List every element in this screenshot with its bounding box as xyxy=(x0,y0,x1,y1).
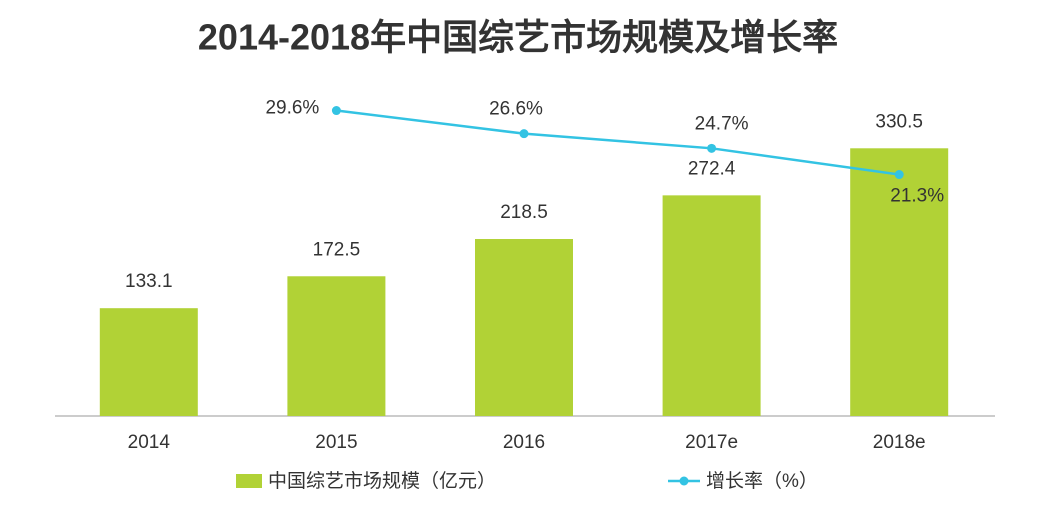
legend-swatch-dot xyxy=(679,476,689,486)
legend-label: 中国综艺市场规模（亿元） xyxy=(268,470,496,492)
x-tick-label: 2017e xyxy=(685,432,738,453)
line xyxy=(336,109,900,176)
line-value-label: 21.3% xyxy=(890,186,944,207)
line-value-label: 29.6% xyxy=(265,98,319,119)
legend-swatch xyxy=(236,474,262,488)
bar xyxy=(662,195,761,416)
legend-label: 增长率（%） xyxy=(706,470,818,492)
x-tick-label: 2016 xyxy=(503,432,545,453)
bar-value-label: 172.5 xyxy=(313,239,361,260)
bar xyxy=(850,148,949,417)
x-tick-label: 2018e xyxy=(873,432,926,453)
bar-value-label: 330.5 xyxy=(875,111,923,132)
line-value-label: 26.6% xyxy=(489,99,543,120)
line-point xyxy=(894,170,904,180)
line-point xyxy=(331,106,341,116)
bar-value-label: 133.1 xyxy=(125,271,173,292)
bar xyxy=(475,239,573,416)
chart-title: 2014-2018年中国综艺市场规模及增长率 xyxy=(198,17,838,58)
bar-value-label: 218.5 xyxy=(500,202,548,223)
line-value-label: 24.7% xyxy=(695,113,749,134)
bar xyxy=(287,276,386,416)
line-point xyxy=(519,129,529,139)
bar xyxy=(99,308,198,416)
x-tick-label: 2015 xyxy=(315,432,357,453)
x-tick-label: 2014 xyxy=(128,432,171,453)
line-point xyxy=(707,143,717,153)
bar-value-label: 272.4 xyxy=(688,158,736,179)
